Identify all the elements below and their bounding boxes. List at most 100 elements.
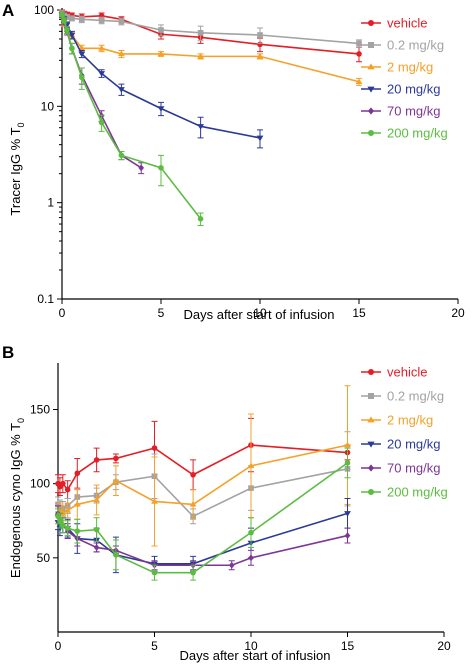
panel-a-y-tick-label: 0.1 [37,292,54,306]
panel-b-series-200-mg-kg-point [248,529,254,536]
panel-b-y-tick-label: 100 [30,477,50,491]
panel-b-legend-swatch-marker [368,393,374,399]
panel-a-series-2-mg-kg-point [157,50,165,57]
panel-b: B 0 5 10 15 20 50 100 150 vehicle 0.2 mg/kg 2 mg/… [2,343,451,663]
panel-a-series-0-2-mg-kg-point [257,32,263,38]
panel-b-series-200-mg-kg-point [151,569,158,576]
panel-a-series-200-mg-kg [59,11,204,226]
panel-b-series-20-mg-kg-point [344,511,351,517]
panel-a-y-tick-label: 10 [41,99,55,113]
panel-a-legend-label: 2 mg/kg [387,60,433,75]
panel-b-series-2-mg-kg [54,385,351,547]
panel-b-y-tick-label: 50 [37,551,51,565]
panel-b-legend-label: 70 mg/kg [387,461,440,476]
panel-a-series-2-mg-kg-point [98,44,105,51]
panel-b-legend: vehicle 0.2 mg/kg 2 mg/kg 20 mg/kg 70 mg/kg 2… [361,365,448,500]
panel-b-legend-item: 2 mg/kg [361,413,433,428]
panel-a-legend-swatch-marker [368,130,374,136]
panel-b-x-axis-label: Days after start of infusion [179,648,330,663]
panel-b-legend-label: 0.2 mg/kg [387,389,444,404]
panel-b-series-200-mg-kg-point [344,460,351,466]
panel-a-x-tick-label: 0 [59,306,66,320]
panel-b-series-vehicle-point [74,470,81,477]
panel-b-series-vehicle-point [60,480,66,487]
panel-a-series-200-mg-kg-point [158,165,164,171]
panel-b-legend-item: 70 mg/kg [361,461,440,476]
panel-b-series-2-mg-kg-point [64,506,72,513]
panel-b-series-2-mg-kg-point [73,501,81,507]
panel-b-series-200-mg-kg [55,447,351,581]
panel-a-series [58,9,363,226]
panel-a-legend-swatch-marker [367,63,375,70]
panel-a-y-tick-label: 1 [47,196,54,210]
panel-a-legend-label: 70 mg/kg [387,104,440,119]
panel-a-series-200-mg-kg-point [69,45,75,52]
panel-b-series-200-mg-kg-point [55,513,61,520]
panel-b-x-tick-label: 20 [437,639,451,653]
panel-b-y-axis-label: Endogenous cyno IgG % T0 [8,418,26,578]
panel-a-series-20-mg-kg-point [256,135,264,142]
panel-b-y-axis-label-sub: 0 [16,418,26,423]
panel-b-series-200-mg-kg-point [93,526,100,533]
panel-a-y-axis-label: Tracer IgG % T0 [8,122,26,215]
panel-b-legend-label: 20 mg/kg [387,437,440,452]
panel-a-legend-item: 20 mg/kg [361,82,440,97]
panel-a-legend-item: 70 mg/kg [361,104,440,119]
panel-b-legend-label: 200 mg/kg [387,485,448,500]
panel-b-series-vehicle-line [57,444,348,491]
panel-b-x-tick-label: 15 [341,639,355,653]
panel-b-series-20-mg-kg-line [57,512,348,565]
panel-b-series-vehicle [55,417,351,499]
panel-a-x-tick-label: 5 [158,306,165,320]
panel-b-series-2-mg-kg-point [151,498,158,504]
panel-a-legend-swatch-marker [368,20,374,26]
panel-b-x-tick-label: 5 [151,639,158,653]
panel-a-series-200-mg-kg-point [118,152,125,159]
panel-a-legend-item: 2 mg/kg [361,60,433,75]
panel-a-series-0-2-mg-kg-point [118,18,125,25]
panel-b-series-2-mg-kg-point [344,441,351,448]
panel-b-series-vehicle-point [113,455,119,462]
panel-a-x-tick-label: 15 [352,306,366,320]
panel-b-series-70-mg-kg-point [344,532,351,539]
panel-b-legend-swatch-marker [367,441,375,448]
panel-b-y-tick-label: 150 [30,403,50,417]
panel-b-series-0-2-mg-kg [55,431,351,525]
panel-a-y-tick-label: 100 [34,3,54,17]
panel-a-legend: vehicle 0.2 mg/kg 2 mg/kg 20 mg/kg 70 mg/kg 2… [361,16,448,141]
panel-b-series-vehicle-point [190,471,196,478]
panel-a-legend-label: 200 mg/kg [387,126,448,141]
panel-a-series-70-mg-kg-point [138,164,144,172]
panel-b-label: B [2,343,14,362]
panel-a-legend-label: 20 mg/kg [387,82,440,97]
panel-a-y-axis-label-main: Tracer IgG % T [8,127,23,215]
panel-a-series-200-mg-kg-point [197,216,204,222]
panel-a-series-20-mg-kg-point [98,71,105,77]
panel-b-series [54,385,351,581]
panel-a-legend-item: vehicle [361,16,427,31]
panel-b-series-0-2-mg-kg-point [55,501,61,508]
panel-a-series-200-mg-kg-point [79,74,85,81]
panel-a-series-2-mg-kg-point [256,52,264,59]
panel-b-y-axis-label-main: Endogenous cyno IgG % T [8,423,23,578]
panel-b-series-70-mg-kg-point [248,554,254,562]
panel-b-series-vehicle-point [64,486,71,493]
panel-b-legend-item: vehicle [361,365,427,380]
panel-b-legend-swatch-marker [367,416,375,423]
panel-a-series-0-2-mg-kg-point [197,29,204,36]
panel-a-legend-label: 0.2 mg/kg [387,38,444,53]
panel-b-series-200-mg-kg-point [74,528,81,534]
panel-b-x-tick-label: 10 [244,639,258,653]
panel-b-legend-item: 0.2 mg/kg [361,389,444,404]
panel-b-axes: 0 5 10 15 20 50 100 150 [30,363,451,653]
panel-a-series-0-2-mg-kg-point [158,27,164,33]
panel-b-series-200-mg-kg-point [57,517,63,524]
panel-a-legend-swatch-marker [368,42,374,48]
panel-a-series-2-mg-kg-point [197,52,204,59]
panel-a-legend-label: vehicle [387,16,427,31]
panel-a-series-20-mg-kg-point [157,106,165,112]
panel-b-x-tick-label: 0 [55,639,62,653]
panel-a-legend-item: 0.2 mg/kg [361,38,444,53]
panel-b-series-0-2-mg-kg-line [57,468,348,518]
